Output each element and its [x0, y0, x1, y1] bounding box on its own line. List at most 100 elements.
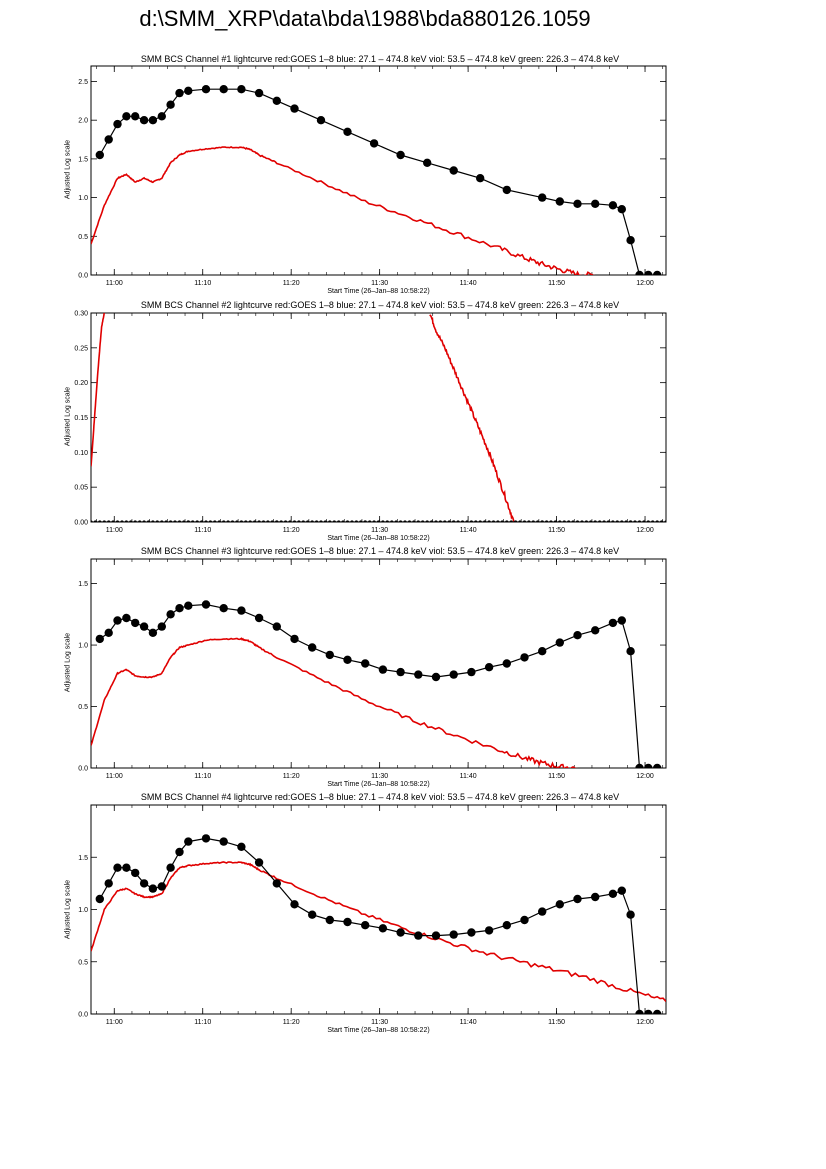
y-tick-label: 0.05: [74, 485, 88, 492]
bcs-data-point: [509, 520, 513, 522]
bcs-data-point: [138, 520, 142, 522]
bcs-data-point: [368, 520, 372, 522]
bcs-data-point: [545, 520, 549, 522]
bcs-data-point: [139, 879, 149, 888]
bcs-data-point: [272, 622, 281, 631]
bcs-data-point: [124, 520, 128, 522]
bcs-data-point: [378, 924, 388, 933]
bcs-data-point: [635, 1009, 644, 1014]
bcs-data-point: [148, 116, 158, 125]
bcs-data-point: [538, 907, 547, 916]
x-tick-label: 11:20: [283, 280, 300, 287]
bcs-data-point: [166, 100, 175, 109]
x-tick-label: 11:40: [460, 1019, 477, 1026]
bcs-data-point: [491, 520, 496, 522]
data-layer: [91, 600, 662, 768]
bcs-data-point: [292, 520, 297, 522]
y-tick-label: 1.0: [78, 907, 88, 914]
x-axis-label: Start Time (26–Jan–88 10:58:22): [327, 781, 429, 788]
bcs-data-point: [620, 520, 624, 522]
bcs-data-point: [133, 520, 137, 522]
bcs-data-point: [166, 610, 175, 619]
bcs-data-point: [354, 520, 358, 522]
bcs-data-point: [104, 135, 113, 144]
axes-frame: [90, 312, 667, 523]
bcs-data-point: [460, 520, 465, 522]
bcs-data-point: [146, 520, 151, 522]
bcs-data-point: [217, 520, 221, 522]
y-tick-label: 0.5: [78, 704, 88, 711]
bcs-data-point: [235, 520, 239, 522]
bcs-data-point: [104, 628, 113, 637]
bcs-data-point: [487, 520, 491, 522]
bcs-data-point: [593, 520, 597, 522]
x-tick-label: 11:20: [283, 1019, 300, 1026]
bcs-data-point: [257, 520, 261, 522]
y-tick-label: 1.0: [78, 643, 88, 650]
bcs-data-point: [275, 520, 279, 522]
bcs-data-point: [288, 520, 292, 522]
bcs-data-point: [431, 672, 441, 682]
bcs-data-point: [359, 520, 363, 522]
bcs-data-point: [363, 520, 367, 522]
bcs-data-point: [644, 270, 653, 275]
bcs-data-point: [155, 520, 159, 522]
bcs-data-point: [635, 763, 644, 768]
bcs-data-point: [396, 150, 405, 160]
bcs-data-point: [421, 520, 425, 522]
y-tick-label: 0.0: [78, 766, 88, 773]
x-tick-label: 12:00: [636, 773, 654, 780]
bcs-data-point: [337, 520, 341, 522]
bcs-data-point: [575, 520, 580, 522]
bcs-data-point: [113, 119, 122, 129]
bcs-data-point: [254, 613, 264, 623]
bcs-data-point: [131, 618, 140, 628]
bcs-data-point: [290, 104, 299, 113]
bcs-data-point: [98, 520, 102, 522]
bcs-data-point: [449, 930, 458, 939]
bcs-data-point: [660, 520, 664, 522]
bcs-data-point: [430, 520, 434, 522]
bcs-data-point: [332, 520, 336, 522]
bcs-data-point: [653, 763, 662, 768]
bcs-data-point: [230, 520, 235, 522]
bcs-data-point: [522, 520, 527, 522]
bcs-data-point: [308, 643, 317, 652]
bcs-data-point: [484, 926, 494, 935]
bcs-data-point: [407, 520, 412, 522]
y-tick-label: 1.5: [78, 581, 88, 588]
panel-4: 11:00 11:10 11:20 11:30 11:40 11:50 12:00 0.0 0.…: [78, 804, 667, 1034]
y-tick-label: 1.5: [78, 855, 88, 862]
bcs-data-point: [115, 520, 120, 522]
bcs-data-point: [602, 520, 606, 522]
bcs-data-point: [111, 520, 115, 522]
bcs-data-point: [279, 520, 283, 522]
bcs-data-point: [301, 520, 305, 522]
bcs-data-point: [237, 606, 246, 615]
bcs-data-point: [361, 921, 370, 930]
bcs-data-point: [361, 659, 370, 668]
bcs-data-point: [107, 520, 111, 522]
x-axis-label: Start Time (26–Jan–88 10:58:22): [327, 535, 429, 542]
bcs-data-point: [201, 85, 211, 94]
x-tick-label: 11:50: [548, 280, 565, 287]
bcs-data-point: [201, 834, 211, 843]
bcs-data-point: [589, 520, 593, 522]
bcs-data-point: [148, 884, 158, 893]
panel-2: 11:00 11:10 11:20 11:30 11:40 11:50 12:00 0.00 0…: [74, 311, 667, 542]
bcs-data-point: [469, 520, 473, 522]
axes-frame: [90, 804, 667, 1015]
bcs-data-point: [626, 236, 635, 245]
bcs-data-point: [483, 520, 487, 522]
bcs-data-point: [237, 85, 246, 94]
y-tick-label: 0.5: [78, 959, 88, 966]
bcs-data-point: [310, 520, 314, 522]
bcs-data-point: [626, 647, 635, 656]
bcs-data-point: [580, 520, 584, 522]
bcs-data-point: [502, 921, 511, 930]
bcs-data-point: [122, 112, 131, 121]
bcs-data-point: [341, 520, 345, 522]
bcs-data-point: [412, 520, 416, 522]
goes-series-line: [91, 861, 666, 1003]
bcs-data-point: [164, 520, 168, 522]
